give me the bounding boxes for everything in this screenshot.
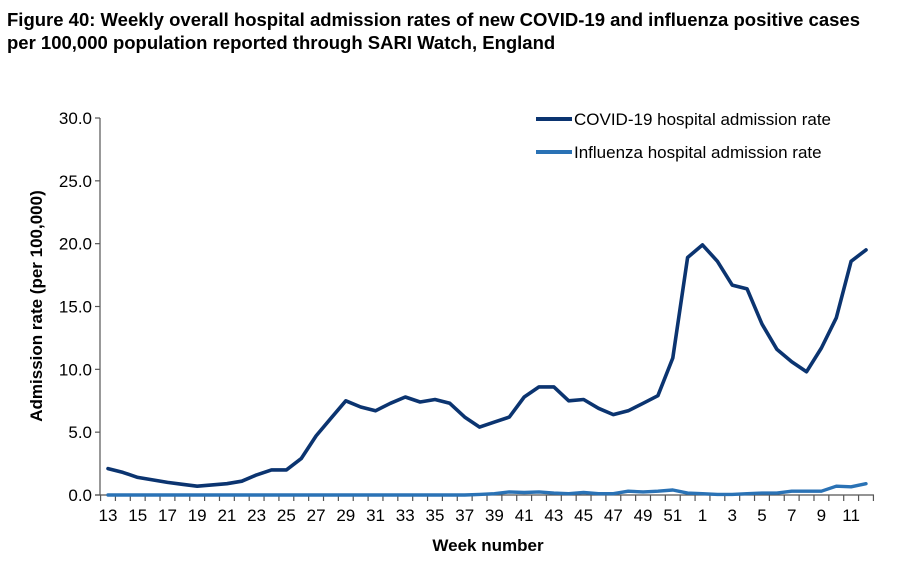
legend: COVID-19 hospital admission rate Influen… — [536, 110, 831, 162]
x-tick-label: 37 — [455, 506, 474, 525]
x-tick-label: 29 — [336, 506, 355, 525]
figure-title: Figure 40: Weekly overall hospital admis… — [7, 9, 860, 53]
x-tick-label: 39 — [485, 506, 504, 525]
x-tick-label: 21 — [217, 506, 236, 525]
x-tick-label: 51 — [663, 506, 682, 525]
x-tick-label: 33 — [396, 506, 415, 525]
series-layer — [106, 243, 868, 497]
y-tick-label: 25.0 — [59, 172, 92, 191]
y-tick-label: 20.0 — [59, 235, 92, 254]
covid-series-line — [106, 243, 868, 489]
x-tick-label: 9 — [817, 506, 826, 525]
x-axis-title: Week number — [432, 536, 544, 555]
x-tick-label: 7 — [787, 506, 796, 525]
x-tick-label: 41 — [515, 506, 534, 525]
y-tick-label: 5.0 — [68, 423, 92, 442]
x-tick-label: 35 — [426, 506, 445, 525]
y-tick-label: 15.0 — [59, 298, 92, 317]
x-tick-label: 27 — [307, 506, 326, 525]
y-axis-title: Admission rate (per 100,000) — [27, 190, 46, 421]
x-tick-label: 49 — [634, 506, 653, 525]
x-tick-label: 25 — [277, 506, 296, 525]
y-tick-label: 30.0 — [59, 109, 92, 128]
x-tick-label: 5 — [757, 506, 766, 525]
y-tick-label: 0.0 — [68, 486, 92, 505]
legend-label-influenza: Influenza hospital admission rate — [574, 143, 822, 162]
x-tick-label: 31 — [366, 506, 385, 525]
x-tick-label: 47 — [604, 506, 623, 525]
influenza-series-line — [106, 482, 868, 497]
x-tick-label: 45 — [574, 506, 593, 525]
x-tick-label: 43 — [544, 506, 563, 525]
x-tick-label: 1 — [698, 506, 707, 525]
x-tick-label: 23 — [247, 506, 266, 525]
x-tick-label: 19 — [188, 506, 207, 525]
x-tick-label: 15 — [128, 506, 147, 525]
x-tick-label: 3 — [728, 506, 737, 525]
x-tick-label: 11 — [842, 506, 860, 525]
y-axis: 0.0 5.0 10.0 15.0 20.0 25.0 30.0 — [59, 109, 101, 505]
x-tick-label: 17 — [158, 506, 177, 525]
x-axis: 13 15 17 19 21 23 25 27 29 31 33 35 37 39 41 43 45 47 49 51… — [95, 494, 875, 525]
y-tick-label: 10.0 — [59, 360, 92, 379]
legend-label-covid: COVID-19 hospital admission rate — [574, 110, 831, 129]
x-tick-label: 13 — [99, 506, 118, 525]
